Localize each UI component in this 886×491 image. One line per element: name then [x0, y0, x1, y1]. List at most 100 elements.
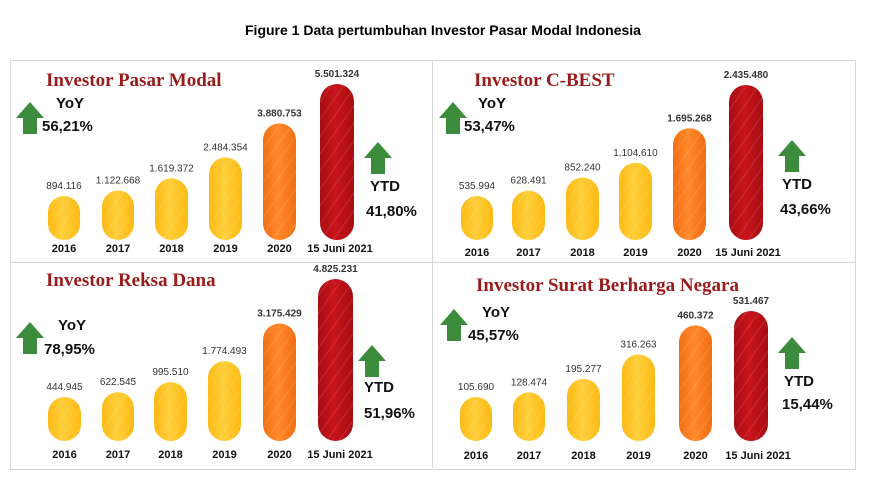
data-label: 894.116 [46, 181, 82, 192]
data-label: 2.435.480 [724, 70, 769, 81]
data-label: 4.825.231 [313, 264, 358, 275]
data-label: 460.372 [677, 310, 714, 321]
bar-texture [154, 382, 187, 441]
data-label: 1.695.268 [667, 113, 712, 124]
bar-texture [566, 177, 599, 240]
data-label: 195.277 [565, 364, 602, 375]
x-tick-label: 2016 [52, 449, 76, 461]
x-tick-label: 2020 [683, 450, 707, 462]
figure-title: Figure 1 Data pertumbuhan Investor Pasar… [245, 22, 641, 38]
data-label: 852.240 [564, 163, 601, 174]
bar-texture [512, 190, 545, 240]
x-tick-label: 2019 [212, 449, 236, 461]
x-tick-label: 2019 [623, 247, 647, 259]
bar-texture [460, 397, 492, 441]
data-label: 995.510 [152, 367, 189, 378]
data-label: 1.104.610 [613, 148, 658, 159]
bar-texture [619, 162, 652, 240]
yoy-label: YoY [482, 304, 510, 321]
data-label: 444.945 [46, 382, 83, 393]
panel-title: Investor Reksa Dana [46, 270, 216, 291]
x-tick-label: 2017 [517, 450, 541, 462]
data-label: 1.122.668 [96, 175, 141, 186]
ytd-value: 15,44% [782, 396, 833, 413]
ytd-up-arrow-icon [358, 345, 386, 377]
bar-texture [208, 361, 241, 441]
ytd-up-arrow-icon [364, 142, 392, 174]
bar-texture [734, 311, 768, 441]
bar-texture [673, 128, 706, 240]
yoy-up-arrow-icon [16, 102, 44, 134]
panel-divider-horizontal [10, 262, 855, 263]
x-tick-label: 2019 [213, 243, 237, 255]
x-tick-label: 2020 [677, 247, 701, 259]
bar-texture [263, 323, 296, 441]
x-tick-label: 2018 [159, 243, 183, 255]
x-tick-label: 15 Juni 2021 [307, 243, 372, 255]
data-label: 3.175.429 [257, 308, 302, 319]
bar-texture [318, 279, 353, 441]
data-label: 1.619.372 [149, 163, 194, 174]
yoy-label: YoY [478, 95, 506, 112]
panel-title: Investor C-BEST [474, 70, 615, 91]
x-tick-label: 2020 [267, 243, 291, 255]
panel-title: Investor Surat Berharga Negara [476, 275, 739, 296]
yoy-value: 78,95% [44, 341, 95, 358]
yoy-value: 56,21% [42, 118, 93, 135]
x-tick-label: 2017 [516, 247, 540, 259]
data-label: 1.774.493 [202, 346, 247, 357]
x-tick-label: 2018 [570, 247, 594, 259]
ytd-up-arrow-icon [778, 337, 806, 369]
ytd-up-arrow-icon [778, 140, 806, 172]
data-label: 105.690 [458, 382, 495, 393]
bar-texture [679, 325, 712, 441]
x-tick-label: 15 Juni 2021 [715, 247, 780, 259]
bar-texture [729, 85, 763, 240]
x-tick-label: 2017 [106, 449, 130, 461]
yoy-up-arrow-icon [16, 322, 44, 354]
ytd-value: 51,96% [364, 405, 415, 422]
x-tick-label: 2018 [571, 450, 595, 462]
x-tick-label: 2020 [267, 449, 291, 461]
bar-texture [461, 196, 493, 240]
data-label: 2.484.354 [203, 142, 248, 153]
bar-texture [513, 392, 545, 441]
data-label: 628.491 [510, 176, 547, 187]
ytd-value: 41,80% [366, 203, 417, 220]
yoy-up-arrow-icon [439, 102, 467, 134]
chart-grid-frame [10, 60, 856, 470]
x-tick-label: 15 Juni 2021 [725, 450, 790, 462]
yoy-label: YoY [58, 317, 86, 334]
panel-divider-vertical [432, 60, 433, 468]
bar-texture [567, 378, 600, 441]
ytd-label: YTD [782, 176, 812, 193]
bar-texture [102, 392, 134, 441]
data-label: 622.545 [100, 377, 137, 388]
ytd-label: YTD [364, 379, 394, 396]
data-label: 531.467 [733, 296, 770, 307]
bar-texture [622, 354, 655, 441]
x-tick-label: 2018 [158, 449, 182, 461]
yoy-value: 45,57% [468, 327, 519, 344]
bar-texture [320, 84, 354, 240]
data-label: 535.994 [459, 181, 496, 192]
x-tick-label: 2019 [626, 450, 650, 462]
panel-title: Investor Pasar Modal [46, 70, 222, 91]
bar-texture [263, 123, 296, 240]
bar-texture [155, 178, 188, 240]
bar-texture [48, 196, 80, 240]
x-tick-label: 2016 [464, 450, 488, 462]
yoy-label: YoY [56, 95, 84, 112]
bar-texture [48, 397, 81, 441]
x-tick-label: 2016 [465, 247, 489, 259]
ytd-label: YTD [370, 178, 400, 195]
data-label: 3.880.753 [257, 108, 302, 119]
x-tick-label: 15 Juni 2021 [307, 449, 372, 461]
x-tick-label: 2016 [52, 243, 76, 255]
yoy-up-arrow-icon [440, 309, 468, 341]
ytd-label: YTD [784, 373, 814, 390]
data-label: 316.263 [620, 339, 657, 350]
data-label: 128.474 [511, 377, 548, 388]
bar-texture [102, 190, 134, 240]
